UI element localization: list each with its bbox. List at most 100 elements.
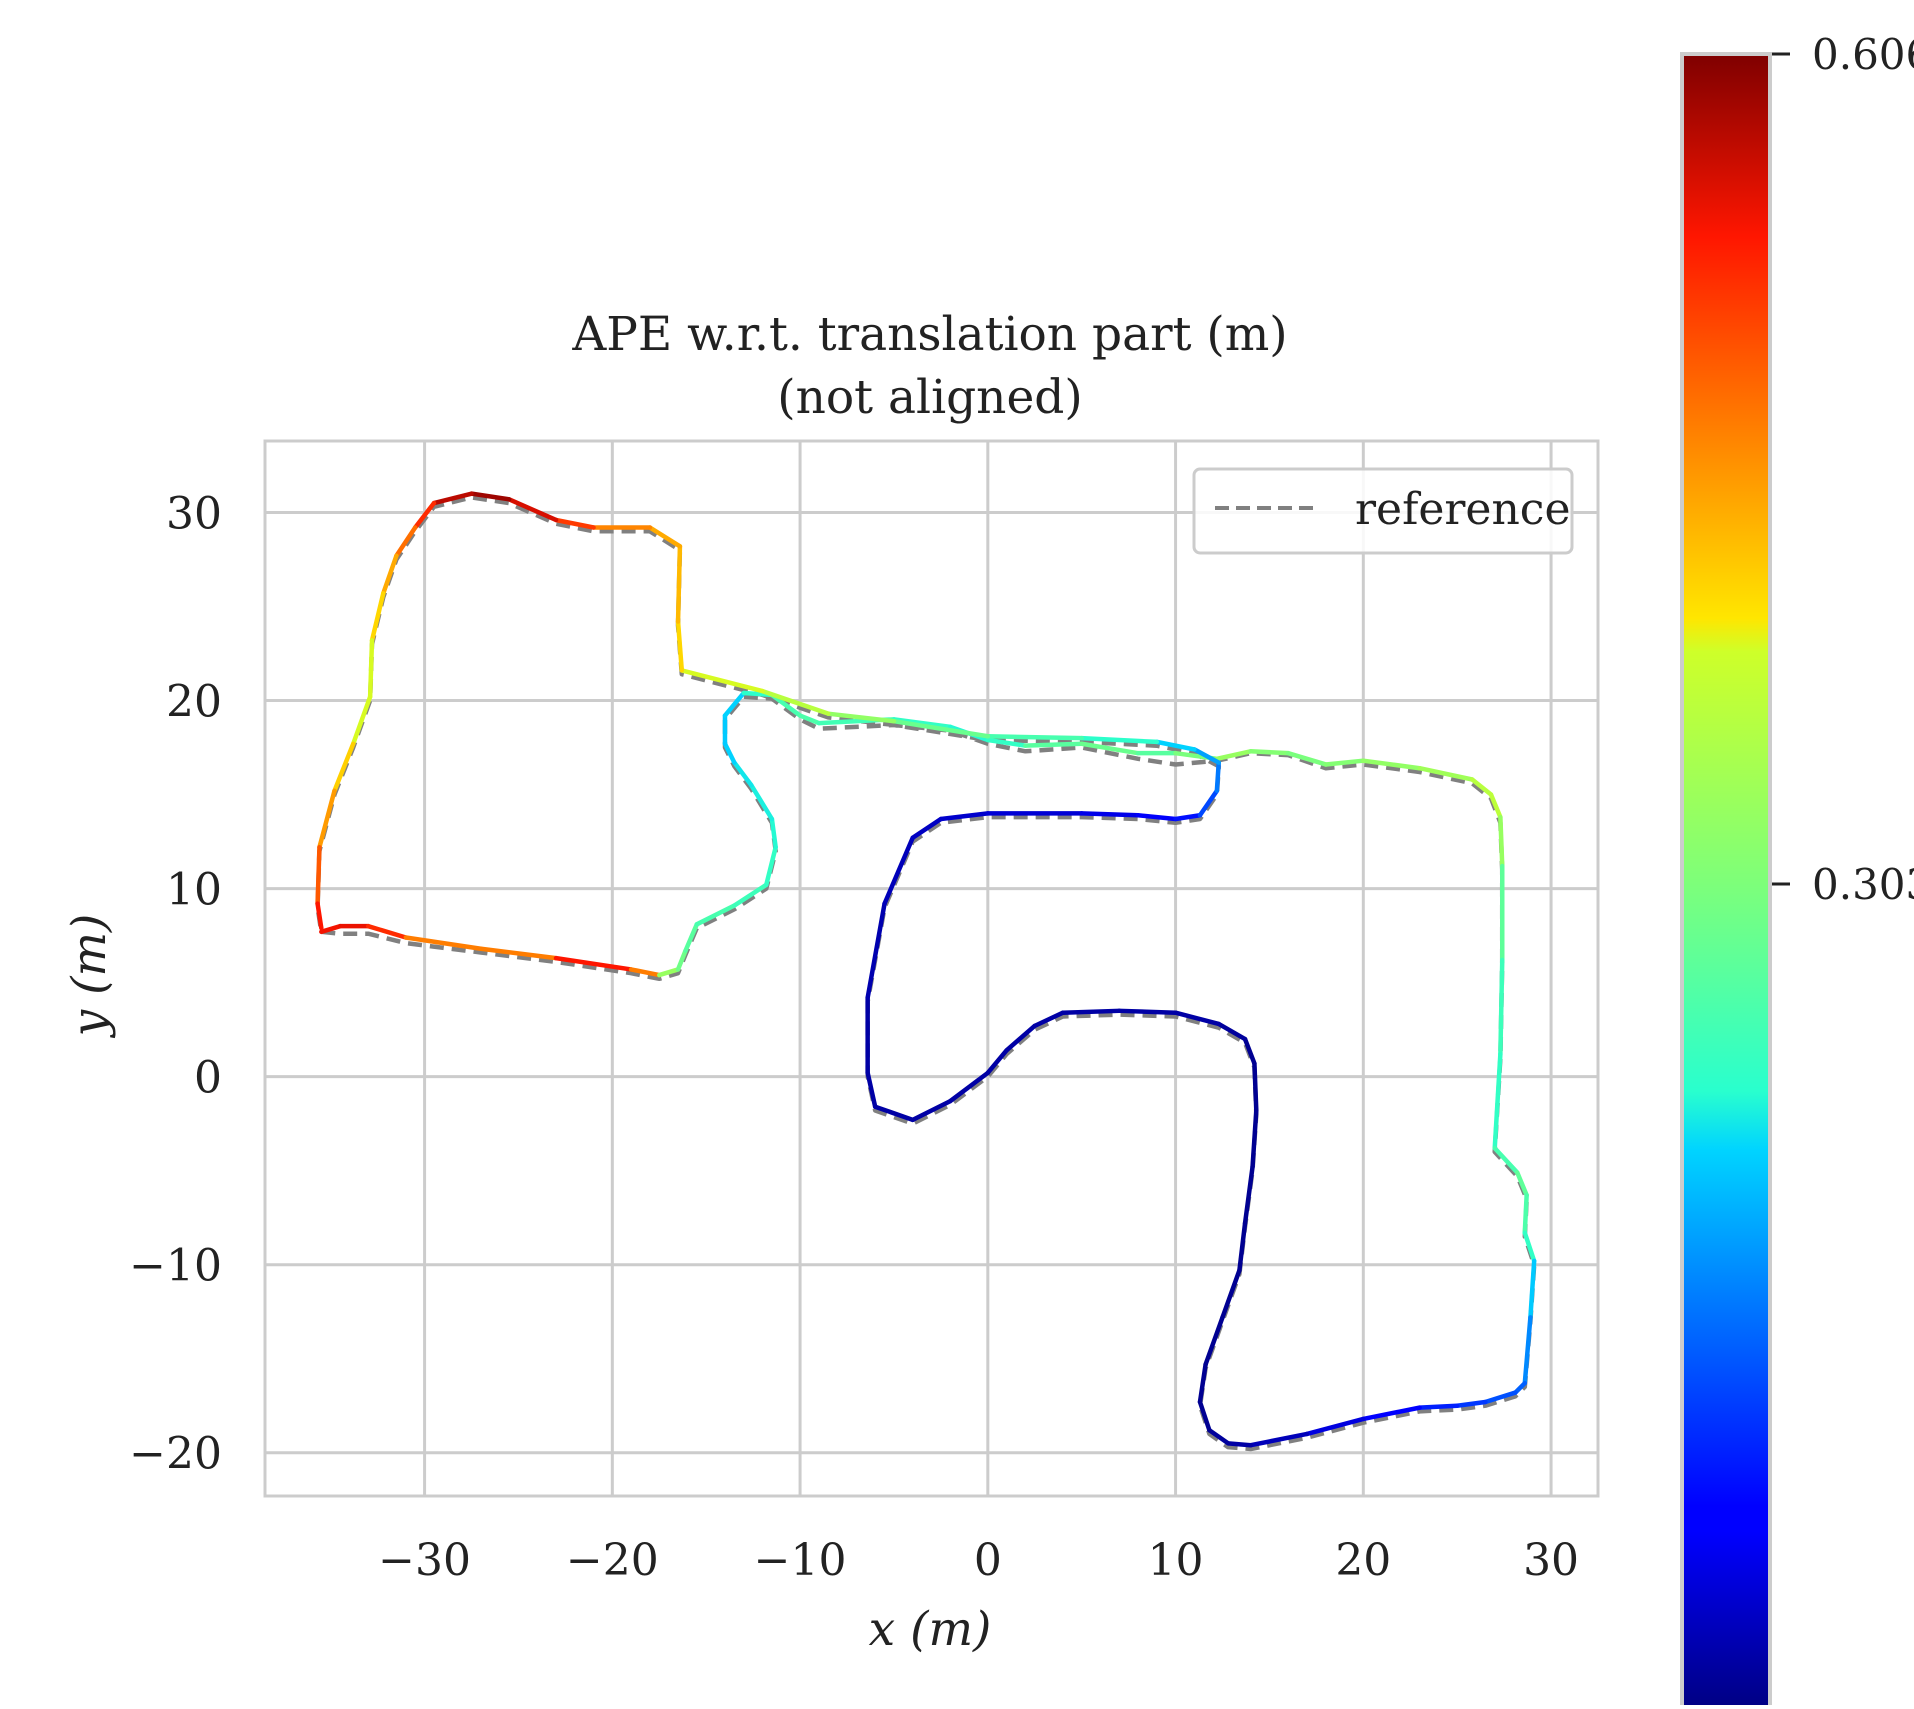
estimate-trajectory-segment <box>1488 792 1503 820</box>
estimate-trajectory-segment <box>985 733 1084 741</box>
colorbar-ticks: 0.606 0.303 <box>1772 30 1914 909</box>
estimate-trajectory-segment <box>865 901 887 1000</box>
colorbar-gradient <box>1680 52 1772 1709</box>
estimate-trajectory-segment <box>1417 765 1475 782</box>
estimate-trajectory-segment <box>647 525 683 549</box>
estimate-trajectory-segment <box>1237 1221 1248 1273</box>
estimate-trajectory-segment <box>317 788 337 850</box>
estimate-trajectory-segment <box>366 923 409 940</box>
estimate-trajectory-segment <box>732 760 754 788</box>
estimate-trajectory-segment <box>369 591 386 643</box>
estimate-trajectory-segment <box>1023 741 1084 748</box>
estimate-trajectory-segment <box>1203 1315 1225 1367</box>
estimate-trajectory-segment <box>332 741 356 794</box>
estimate-trajectory-segment <box>1192 747 1222 765</box>
estimate-trajectory-segment <box>1079 735 1160 745</box>
estimate-trajectory-segment <box>1220 1268 1242 1320</box>
legend: reference <box>1192 467 1574 555</box>
y-tick-label: 10 <box>166 865 222 916</box>
estimate-trajectory-segment <box>1032 1010 1066 1029</box>
plot-frame <box>263 439 1600 1498</box>
estimate-trajectory-segment <box>675 948 688 972</box>
estimate-trajectory-segment <box>1060 1008 1122 1015</box>
estimate-trajectory-segment <box>985 1048 1009 1076</box>
estimate-trajectory-segment <box>1492 1051 1503 1151</box>
estimate-trajectory-segment <box>694 903 737 927</box>
legend-entry-reference: reference <box>1355 484 1571 535</box>
estimate-trajectory-segment <box>1248 1431 1310 1448</box>
y-tick-label: −10 <box>129 1241 222 1292</box>
x-tick-label: 10 <box>1148 1535 1204 1586</box>
estimate-trajectory-segment <box>1173 812 1203 822</box>
y-tick-label: 0 <box>194 1053 222 1104</box>
estimate-trajectory-segment <box>1498 957 1505 1057</box>
reference-trajectory-line <box>315 495 1537 1452</box>
estimate-trajectory-segment <box>1454 1399 1488 1408</box>
estimate-trajectory-segment <box>1528 1258 1537 1320</box>
estimate-trajectory-segment <box>1214 760 1222 794</box>
estimate-trajectory-segment <box>1248 749 1291 756</box>
estimate-trajectory-segment <box>315 844 322 906</box>
estimate-trajectory-segment <box>1116 1008 1178 1015</box>
estimate-trajectory-segment <box>722 690 747 718</box>
estimate-trajectory-segment <box>478 946 559 961</box>
estimate-trajectory-segment <box>1522 1315 1533 1386</box>
estimate-trajectory-segment <box>865 1070 878 1109</box>
estimate-trajectory-segment <box>431 491 474 506</box>
y-tick-label: −20 <box>129 1429 222 1480</box>
estimate-trajectory-segment <box>679 668 765 694</box>
estimate-trajectory-segment <box>749 782 775 822</box>
estimate-trajectory-segment <box>319 923 343 935</box>
chart-title: APE w.r.t. translation part (m) <box>571 307 1287 362</box>
estimate-trajectory-segment <box>1498 814 1505 869</box>
estimate-trajectory-segment <box>1361 758 1422 771</box>
estimate-trajectory-segment <box>1242 1164 1255 1226</box>
estimate-trajectory-segment <box>1522 1230 1537 1264</box>
estimate-trajectory-segment <box>769 816 778 850</box>
estimate-trajectory-segment <box>381 553 399 596</box>
estimate-trajectory-segment <box>1197 1399 1212 1433</box>
estimate-trajectory-segment <box>1135 812 1178 822</box>
estimate-trajectory-segment <box>1469 777 1494 797</box>
estimate-trajectory-segment <box>764 844 778 888</box>
estimate-trajectory-segment <box>1079 741 1141 756</box>
colorbar-tick-label: 0.303 <box>1812 860 1914 909</box>
estimate-trajectory-segment <box>1173 1010 1222 1027</box>
x-tick-label: 20 <box>1335 1535 1391 1586</box>
estimate-trajectory-segment <box>1483 1390 1518 1405</box>
estimate-trajectory-segment <box>1522 1192 1529 1235</box>
estimate-trajectory-segment <box>938 811 991 822</box>
estimate-trajectory-segment <box>469 491 512 502</box>
estimate-trajectory-segment <box>350 694 373 747</box>
estimate-trajectory-segment <box>1197 1362 1208 1405</box>
estimate-trajectory-segment <box>985 737 1028 748</box>
estimate-trajectory-segment <box>948 1070 991 1104</box>
grid <box>265 441 1598 1496</box>
estimate-trajectory-segment <box>683 922 700 953</box>
legend-box <box>1192 467 1574 555</box>
estimate-trajectory-segment <box>394 525 418 558</box>
colorbar: 0.606 0.303 <box>1680 30 1914 1709</box>
estimate-trajectory-segment <box>825 711 897 724</box>
estimate-trajectory-segment <box>732 882 769 908</box>
estimate-trajectory-segment <box>506 497 559 523</box>
tick-labels: −30 −20 −10 0 10 20 30 −20 −10 0 10 20 30 <box>129 488 1579 1586</box>
estimate-trajectory-segment <box>910 1098 953 1123</box>
x-tick-label: 0 <box>974 1535 1002 1586</box>
x-axis-label: x (m) <box>869 1602 992 1657</box>
estimate-trajectory-segment <box>1207 1427 1231 1446</box>
chart-subtitle: (not aligned) <box>777 370 1082 425</box>
estimate-trajectory-segment <box>1004 1023 1038 1053</box>
estimate-trajectory-segment <box>1214 749 1253 762</box>
estimate-trajectory-segment <box>553 955 634 972</box>
estimate-trajectory-segment <box>1197 788 1220 818</box>
estimate-trajectory-segment <box>657 967 681 978</box>
estimate-trajectory-segment <box>315 901 324 931</box>
estimate-trajectory-segment <box>1250 1108 1259 1170</box>
estimate-trajectory-segment <box>403 935 484 952</box>
estimate-trajectory-segment <box>1225 1441 1253 1448</box>
estimate-trajectory-segment <box>1216 1021 1248 1042</box>
x-tick-label: −30 <box>378 1535 471 1586</box>
estimate-trajectory-segment <box>1285 750 1329 767</box>
